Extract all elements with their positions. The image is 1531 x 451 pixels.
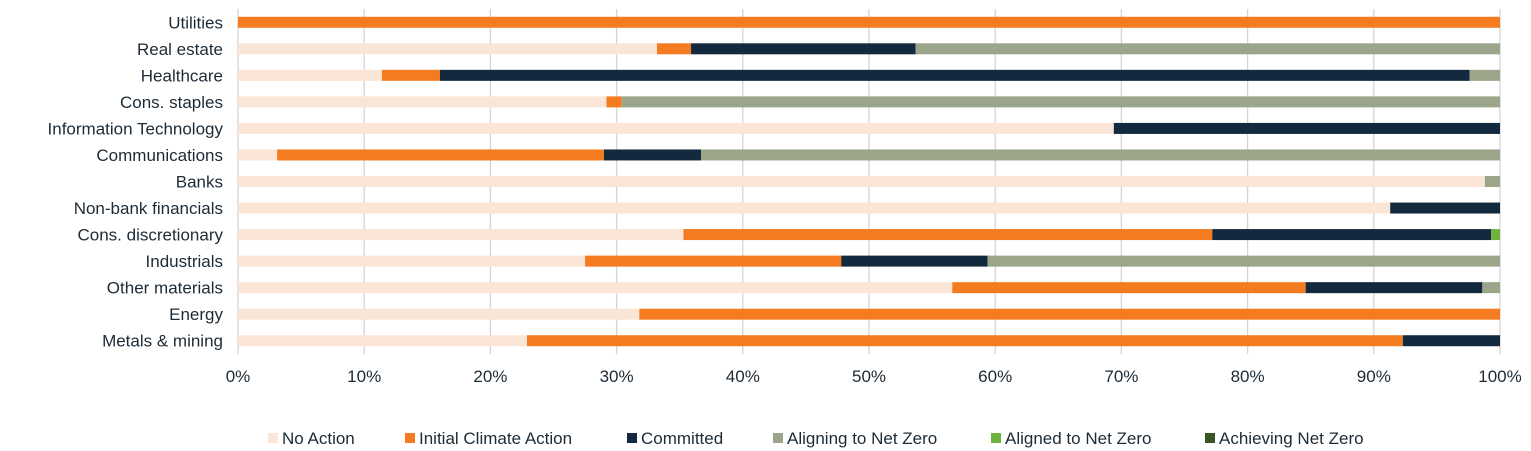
bar-segment — [987, 255, 1500, 267]
bar-segment — [683, 229, 1213, 241]
category-label: Metals & mining — [102, 332, 223, 351]
bar-segment — [381, 69, 440, 81]
bar-segment — [238, 69, 382, 81]
legend-label: Aligning to Net Zero — [787, 429, 937, 448]
bar-segment — [238, 202, 1391, 214]
bar-segment — [238, 335, 527, 347]
x-tick-label: 50% — [852, 367, 886, 386]
legend-swatch — [627, 433, 637, 443]
category-label: Communications — [96, 146, 223, 165]
x-tick-label: 70% — [1104, 367, 1138, 386]
category-label: Energy — [169, 305, 223, 324]
x-tick-label: 90% — [1357, 367, 1391, 386]
x-tick-label: 20% — [473, 367, 507, 386]
legend-label: No Action — [282, 429, 355, 448]
bar-segment — [1402, 335, 1500, 347]
bar-segment — [238, 229, 684, 241]
bar-segment — [1491, 229, 1500, 241]
bar-segment — [1484, 176, 1500, 187]
bar-segment — [238, 308, 640, 320]
legend-swatch — [268, 433, 278, 443]
legend-swatch — [405, 433, 415, 443]
bar-segment — [238, 282, 953, 294]
bar-segment — [238, 96, 607, 108]
category-label: Other materials — [107, 279, 223, 298]
x-tick-label: 30% — [600, 367, 634, 386]
category-label: Cons. staples — [120, 93, 223, 112]
bar-segment — [238, 255, 586, 267]
category-label: Non-bank financials — [74, 199, 223, 218]
legend-label: Committed — [641, 429, 723, 448]
category-label: Industrials — [146, 252, 223, 271]
category-label: Real estate — [137, 40, 223, 59]
bar-segment — [439, 69, 1470, 81]
bar-segment — [238, 43, 657, 55]
bar-segment — [656, 43, 692, 55]
x-tick-label: 60% — [978, 367, 1012, 386]
legend-swatch — [991, 433, 1001, 443]
x-tick-label: 0% — [226, 367, 251, 386]
x-tick-label: 100% — [1478, 367, 1521, 386]
bar-segment — [1390, 202, 1500, 214]
bar-segment — [606, 96, 622, 108]
bar-segment — [1212, 229, 1492, 241]
bar-segment — [238, 16, 1500, 28]
legend-label: Achieving Net Zero — [1219, 429, 1364, 448]
legend-swatch — [1205, 433, 1215, 443]
bar-segment — [1469, 69, 1500, 81]
x-tick-label: 80% — [1231, 367, 1265, 386]
bar-segment — [585, 255, 842, 267]
bar-segment — [1305, 282, 1483, 294]
x-tick-label: 40% — [726, 367, 760, 386]
bar-segment — [603, 149, 702, 161]
bar-segment — [238, 176, 1485, 187]
bar-segment — [639, 308, 1500, 320]
bar-segment — [841, 255, 988, 267]
x-tick-label: 10% — [347, 367, 381, 386]
bar-segment — [621, 96, 1500, 108]
bar-segment — [691, 43, 916, 55]
legend-swatch — [773, 433, 783, 443]
bar-segment — [1482, 282, 1500, 294]
bar-segment — [277, 149, 604, 161]
bar-segment — [238, 122, 1114, 134]
bar-segment — [952, 282, 1306, 294]
bar-segment — [701, 149, 1500, 161]
category-label: Utilities — [168, 13, 223, 32]
bar-segment — [915, 43, 1500, 55]
category-label: Healthcare — [141, 66, 223, 85]
bar-segment — [526, 335, 1403, 347]
legend-label: Aligned to Net Zero — [1005, 429, 1151, 448]
category-label: Cons. discretionary — [77, 226, 223, 245]
category-label: Information Technology — [48, 119, 224, 138]
bar-segment — [238, 149, 278, 161]
bar-segment — [1113, 122, 1500, 134]
category-label: Banks — [176, 173, 223, 192]
legend-label: Initial Climate Action — [419, 429, 572, 448]
